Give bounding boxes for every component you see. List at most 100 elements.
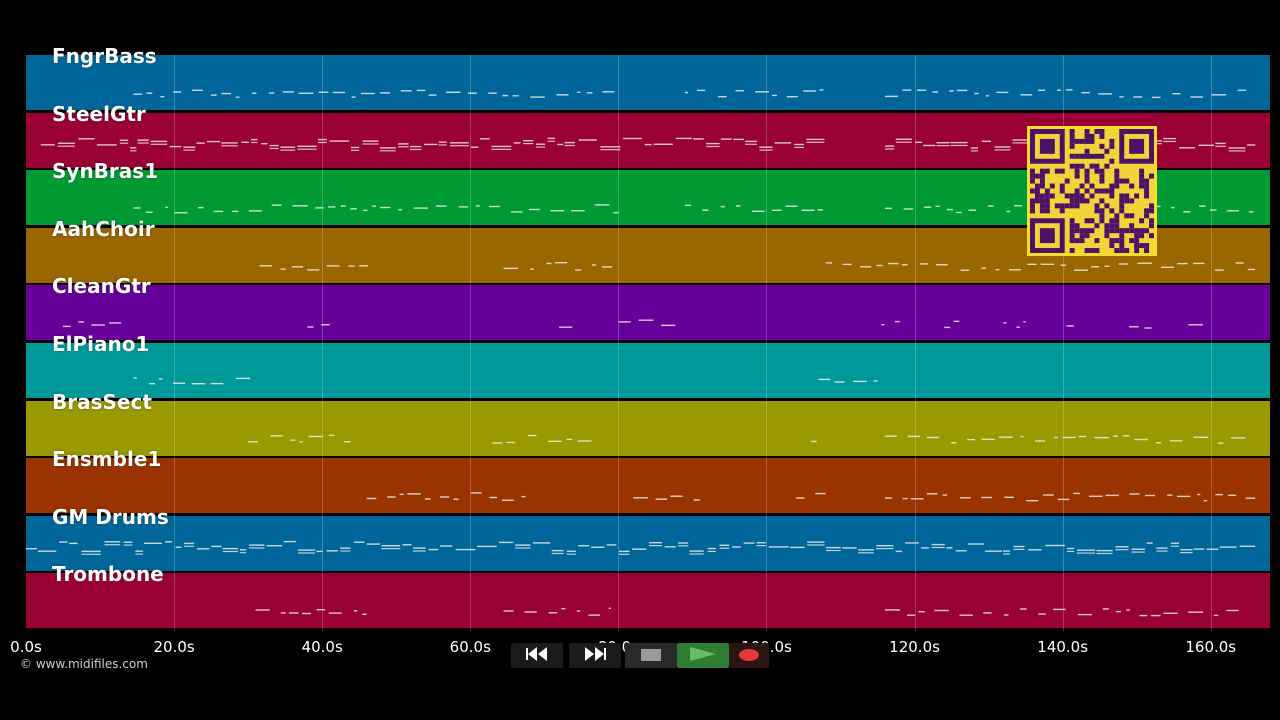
note-event — [1151, 614, 1161, 617]
note-event — [876, 545, 894, 547]
note-event — [362, 140, 379, 142]
note-event — [149, 383, 156, 385]
play-button[interactable] — [677, 643, 729, 668]
qr-module — [1069, 238, 1075, 244]
note-event — [901, 264, 908, 266]
fast-forward-icon — [581, 646, 609, 665]
qr-module — [1089, 133, 1095, 139]
note-event — [81, 553, 101, 555]
note-event — [956, 89, 968, 92]
note-event — [1156, 550, 1168, 552]
note-event — [59, 541, 68, 543]
note-event — [936, 142, 950, 144]
note-event — [381, 548, 401, 550]
note-event — [1245, 497, 1256, 499]
note-event — [491, 145, 512, 148]
note-event — [801, 209, 815, 211]
time-tick-label: 40.0s — [301, 638, 343, 656]
qr-module — [1030, 178, 1035, 184]
note-event — [328, 612, 342, 614]
note-event — [794, 146, 804, 148]
note-event — [924, 206, 932, 208]
note-event — [915, 141, 923, 143]
qr-module — [1074, 203, 1080, 209]
note-event — [618, 321, 631, 323]
note-event — [803, 90, 817, 92]
note-event — [1217, 442, 1224, 444]
time-gridline — [322, 55, 323, 631]
note-event — [104, 544, 121, 546]
note-event — [280, 149, 296, 151]
qr-module — [1129, 238, 1135, 244]
note-group — [633, 495, 700, 501]
note-event — [1211, 94, 1227, 96]
note-event — [653, 143, 673, 145]
note-event — [270, 435, 283, 437]
note-event — [981, 496, 993, 499]
note-event — [719, 544, 730, 546]
note-event — [1065, 89, 1073, 91]
note-event — [1152, 96, 1161, 99]
note-event — [1163, 140, 1177, 143]
stop-button[interactable] — [625, 643, 677, 668]
note-event — [910, 498, 924, 500]
note-event — [361, 92, 375, 95]
note-event — [515, 544, 531, 546]
fast-forward-button[interactable] — [569, 643, 621, 668]
note-event — [318, 91, 329, 93]
note-event — [280, 612, 286, 614]
note-event — [759, 149, 773, 151]
qr-module — [1034, 188, 1040, 194]
note-event — [63, 325, 71, 328]
play-icon — [690, 646, 716, 665]
qr-module — [1039, 198, 1045, 204]
note-event — [196, 142, 205, 144]
note-group — [255, 609, 367, 615]
note-event — [1060, 264, 1066, 266]
note-event — [317, 138, 327, 141]
note-event — [291, 266, 304, 268]
qr-module — [1149, 203, 1154, 209]
note-event — [197, 207, 204, 209]
record-button[interactable] — [729, 643, 769, 668]
note-event — [210, 94, 217, 96]
qr-module — [1149, 233, 1154, 239]
note-event — [280, 268, 286, 270]
note-event — [261, 143, 268, 145]
qr-module — [1099, 168, 1105, 174]
note-event — [772, 94, 777, 97]
note-event — [796, 497, 805, 499]
note-event — [26, 548, 37, 550]
rewind-button[interactable] — [511, 643, 563, 668]
qr-module — [1069, 163, 1075, 169]
note-event — [807, 541, 825, 543]
note-event — [554, 262, 568, 264]
note-event — [923, 144, 936, 147]
qr-module — [1084, 153, 1090, 159]
qr-module — [1084, 168, 1090, 174]
qr-module — [1064, 193, 1070, 199]
time-gridline — [618, 55, 619, 631]
note-event — [842, 547, 857, 549]
qr-module — [1104, 148, 1110, 154]
note-event — [363, 209, 368, 212]
note-event — [123, 544, 133, 546]
note-event — [946, 208, 954, 211]
qr-finder-core — [1039, 228, 1055, 244]
note-event — [317, 141, 327, 144]
qr-module — [1114, 238, 1120, 244]
note-event — [221, 145, 238, 147]
note-event — [438, 141, 447, 143]
qr-module — [1094, 129, 1100, 134]
qr-module — [1124, 248, 1130, 253]
qr-module — [1059, 188, 1065, 194]
qr-module — [1139, 168, 1145, 174]
note-group — [503, 607, 611, 616]
note-event — [1091, 266, 1099, 268]
track-label: FngrBass — [52, 44, 157, 68]
track-lane — [26, 400, 1270, 456]
qr-module — [1109, 138, 1115, 144]
note-event — [412, 550, 426, 552]
qr-module — [1119, 193, 1125, 199]
qr-module — [1089, 163, 1095, 169]
